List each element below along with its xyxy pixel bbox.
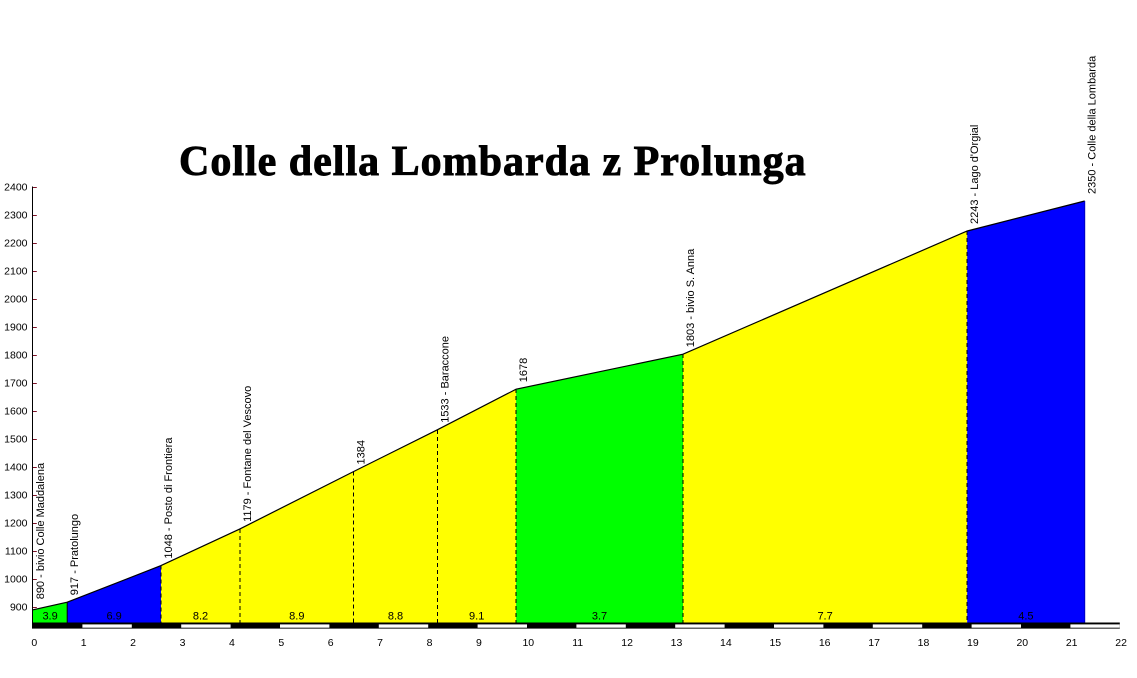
svg-text:16: 16 xyxy=(819,637,831,649)
svg-text:2100: 2100 xyxy=(4,266,28,278)
svg-text:1803 - bivio S. Anna: 1803 - bivio S. Anna xyxy=(685,248,697,347)
svg-text:0: 0 xyxy=(31,637,37,649)
svg-text:2200: 2200 xyxy=(4,238,28,250)
svg-text:Colle della Lombarda z Prolung: Colle della Lombarda z Prolunga xyxy=(179,139,807,185)
svg-text:1: 1 xyxy=(81,637,87,649)
svg-text:1678: 1678 xyxy=(518,358,530,382)
svg-text:8.2: 8.2 xyxy=(193,610,208,622)
svg-text:2400: 2400 xyxy=(4,182,28,194)
svg-text:3.9: 3.9 xyxy=(42,610,57,622)
svg-text:4: 4 xyxy=(229,637,235,649)
svg-text:17: 17 xyxy=(868,637,880,649)
svg-text:9.1: 9.1 xyxy=(469,610,484,622)
svg-text:6: 6 xyxy=(328,637,334,649)
svg-text:8.8: 8.8 xyxy=(388,610,403,622)
svg-text:1100: 1100 xyxy=(5,546,28,558)
svg-text:1179 - Fontane del Vescovo: 1179 - Fontane del Vescovo xyxy=(242,386,254,522)
svg-text:8: 8 xyxy=(427,637,433,649)
svg-text:22: 22 xyxy=(1115,637,1127,649)
svg-text:3.7: 3.7 xyxy=(592,610,607,622)
svg-text:6.9: 6.9 xyxy=(106,610,121,622)
svg-text:10: 10 xyxy=(522,637,534,649)
svg-text:1800: 1800 xyxy=(4,350,28,362)
svg-text:12: 12 xyxy=(621,637,633,649)
svg-text:4.5: 4.5 xyxy=(1018,610,1033,622)
svg-text:1000: 1000 xyxy=(4,574,28,586)
svg-text:2000: 2000 xyxy=(4,294,28,306)
svg-text:1400: 1400 xyxy=(4,462,28,474)
svg-text:1700: 1700 xyxy=(4,378,28,390)
svg-text:3: 3 xyxy=(180,637,186,649)
svg-text:1900: 1900 xyxy=(4,322,28,334)
svg-text:2300: 2300 xyxy=(4,210,28,222)
svg-text:8.9: 8.9 xyxy=(289,610,304,622)
svg-text:14: 14 xyxy=(720,637,732,649)
svg-text:20: 20 xyxy=(1016,637,1028,649)
svg-text:7.7: 7.7 xyxy=(817,610,832,622)
svg-text:21: 21 xyxy=(1066,637,1078,649)
svg-text:18: 18 xyxy=(918,637,930,649)
svg-text:1533 - Baraccone: 1533 - Baraccone xyxy=(439,336,451,423)
svg-text:1300: 1300 xyxy=(4,490,28,502)
svg-text:13: 13 xyxy=(671,637,683,649)
svg-text:890 - bivio Colle Maddalena: 890 - bivio Colle Maddalena xyxy=(35,462,47,599)
svg-text:7: 7 xyxy=(377,637,383,649)
svg-text:1384: 1384 xyxy=(356,440,368,464)
svg-text:2243 - Lago d'Orgial: 2243 - Lago d'Orgial xyxy=(969,125,981,224)
svg-text:2: 2 xyxy=(130,637,136,649)
svg-text:1500: 1500 xyxy=(4,434,28,446)
svg-text:11: 11 xyxy=(572,637,583,649)
svg-text:15: 15 xyxy=(769,637,781,649)
svg-text:1600: 1600 xyxy=(4,406,28,418)
svg-text:2350 - Colle della Lombarda: 2350 - Colle della Lombarda xyxy=(1087,55,1099,194)
svg-text:5: 5 xyxy=(278,637,284,649)
svg-text:9: 9 xyxy=(476,637,482,649)
svg-text:19: 19 xyxy=(967,637,979,649)
svg-text:1200: 1200 xyxy=(4,518,28,530)
svg-text:1048 - Posto di Frontiera: 1048 - Posto di Frontiera xyxy=(163,437,175,559)
svg-text:917 - Pratolungo: 917 - Pratolungo xyxy=(69,514,81,595)
svg-text:900: 900 xyxy=(10,602,28,614)
